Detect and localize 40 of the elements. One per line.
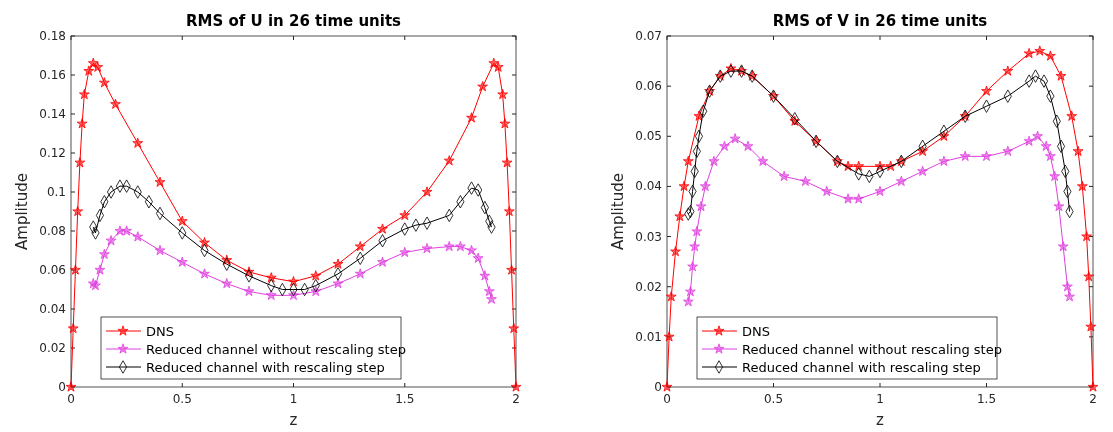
y-tick-label: 0.05 (635, 129, 662, 144)
y-tick-label: 0.1 (46, 185, 66, 199)
legend-label: Reduced channel with rescaling step (146, 360, 385, 375)
y-axis-title: Amplitude (609, 173, 627, 250)
x-axis-title: z (289, 411, 298, 429)
legend-label: Reduced channel without rescaling step (146, 342, 406, 357)
y-tick-label: 0.08 (39, 224, 66, 238)
chart-title: RMS of U in 26 time units (185, 12, 402, 30)
y-tick-label: 0 (654, 380, 662, 394)
y-tick-label: 0.14 (39, 107, 66, 121)
legend-label: Reduced channel with rescaling step (742, 360, 981, 375)
y-tick-label: 0.02 (635, 279, 662, 294)
x-tick-label: 0.5 (172, 392, 192, 406)
y-axis-title: Amplitude (13, 173, 31, 250)
y-tick-label: 0.07 (635, 29, 662, 43)
x-tick-label: 2 (1089, 392, 1097, 406)
x-tick-label: 1.5 (395, 392, 415, 406)
y-tick-label: 0 (58, 380, 66, 394)
x-tick-label: 0 (663, 392, 671, 406)
legend-label: DNS (742, 324, 770, 339)
y-tick-label: 0.06 (39, 263, 66, 277)
x-tick-label: 2 (512, 392, 520, 406)
x-tick-label: 1.5 (976, 392, 997, 406)
x-tick-label: 1 (876, 392, 884, 406)
y-tick-label: 0.06 (635, 79, 662, 94)
legend-label: DNS (146, 324, 174, 339)
chart-title: RMS of V in 26 time units (772, 12, 988, 30)
y-tick-label: 0.18 (39, 29, 66, 43)
y-tick-label: 0.03 (635, 229, 662, 244)
legend-label: Reduced channel without rescaling step (742, 342, 1002, 357)
x-tick-label: 0 (67, 392, 75, 406)
y-tick-label: 0.01 (635, 329, 662, 344)
x-tick-label: 1 (289, 392, 298, 406)
y-tick-label: 0.12 (39, 146, 66, 160)
x-axis-title: z (876, 411, 885, 429)
y-tick-label: 0.04 (39, 302, 66, 316)
x-tick-label: 0.5 (763, 392, 784, 406)
y-tick-label: 0.16 (39, 68, 66, 82)
y-tick-label: 0.04 (635, 179, 662, 194)
y-tick-label: 0.02 (39, 341, 66, 355)
